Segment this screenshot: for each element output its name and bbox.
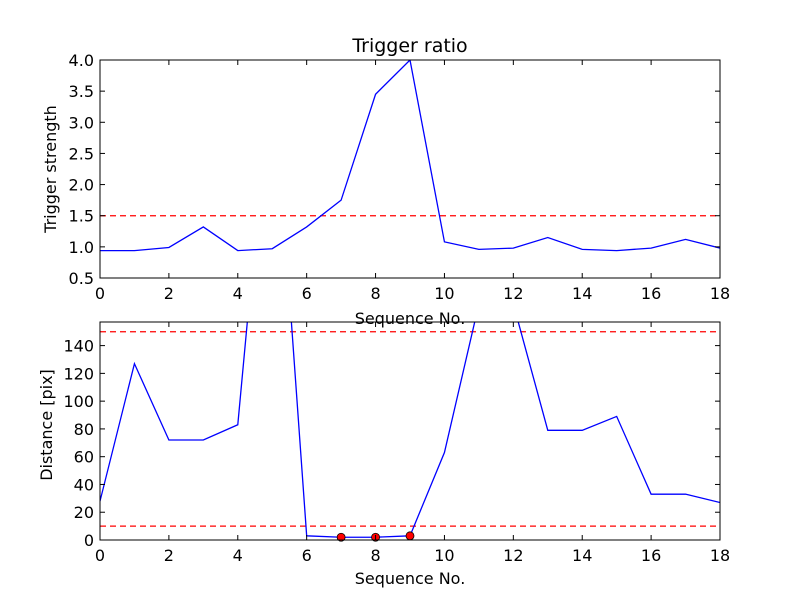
bottom-x-tick-label: 2: [164, 546, 174, 565]
top-subplot: 0 2 4 6 8 10 12 14 16 18 0.5 1.0 1.5 2.0 2.5 3.0 3.5 4.0 T…: [41, 35, 730, 328]
bottom-x-axis-label: Sequence No.: [355, 569, 466, 588]
top-y-tick-label: 2.0: [69, 176, 94, 195]
top-x-tick-label: 18: [710, 284, 730, 303]
bottom-series-line: [100, 322, 720, 538]
bottom-x-tick-label: 4: [233, 546, 243, 565]
bottom-y-tick-label: 120: [63, 364, 94, 383]
bottom-x-tick-label: 18: [710, 546, 730, 565]
top-y-tick-label: 3.5: [69, 82, 94, 101]
bottom-y-tick-label: 0: [84, 531, 94, 550]
bottom-x-tick-label: 16: [641, 546, 661, 565]
chart-title: Trigger ratio: [351, 35, 467, 57]
top-x-tick-label: 0: [95, 284, 105, 303]
top-axes-frame: [99, 59, 721, 279]
top-x-tick-label: 10: [434, 284, 454, 303]
bottom-y-axis-label: Distance [pix]: [37, 369, 56, 481]
top-y-tick-label: 1.5: [69, 207, 94, 226]
bottom-subplot: 0 2 4 6 8 10 12 14 16 18 0 20 40 60 80 100 120 140 Sequenc…: [37, 321, 730, 588]
top-x-tick-label: 6: [302, 284, 312, 303]
bottom-data-marker: [405, 531, 415, 541]
bottom-y-tick-label: 100: [63, 392, 94, 411]
bottom-data-marker: [336, 532, 346, 542]
top-y-tick-label: 1.0: [69, 238, 94, 257]
top-y-tick-label: 0.5: [69, 269, 94, 288]
bottom-y-tick-label: 20: [74, 503, 94, 522]
top-series-line: [100, 60, 720, 252]
bottom-x-tick-label: 14: [572, 546, 592, 565]
bottom-y-tick-label: 40: [74, 475, 94, 494]
top-y-tick-label: 2.5: [69, 144, 94, 163]
bottom-y-tick-label: 60: [74, 448, 94, 467]
bottom-x-tick-label: 8: [370, 546, 380, 565]
top-x-tick-label: 4: [233, 284, 243, 303]
bottom-x-tick-label: 6: [302, 546, 312, 565]
bottom-y-tick-label: 140: [63, 337, 94, 356]
top-y-axis-label: Trigger strength: [41, 105, 60, 234]
bottom-y-tick-label: 80: [74, 420, 94, 439]
bottom-x-tick-label: 10: [434, 546, 454, 565]
top-x-tick-label: 16: [641, 284, 661, 303]
top-x-tick-label: 8: [370, 284, 380, 303]
bottom-x-tick-label: 0: [95, 546, 105, 565]
bottom-x-tick-label: 12: [503, 546, 523, 565]
top-x-tick-label: 2: [164, 284, 174, 303]
bottom-axes-frame: [99, 321, 721, 541]
top-x-tick-label: 14: [572, 284, 592, 303]
top-x-axis-label: Sequence No.: [355, 309, 466, 328]
top-x-tick-label: 12: [503, 284, 523, 303]
top-y-tick-label: 4.0: [69, 51, 94, 70]
top-y-tick-label: 3.0: [69, 113, 94, 132]
